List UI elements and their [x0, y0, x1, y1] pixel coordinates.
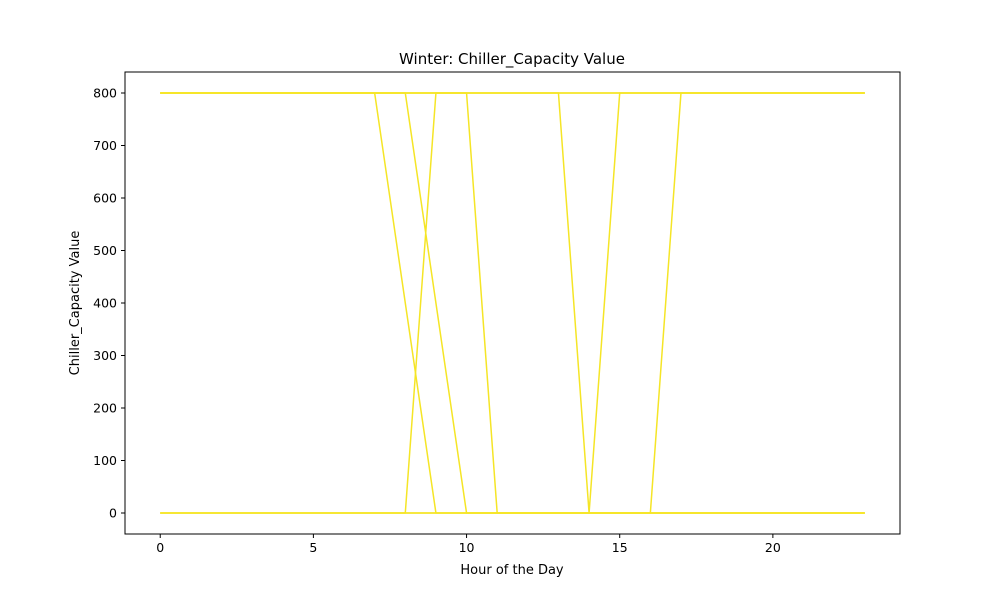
x-tick-label: 20: [765, 540, 781, 555]
y-axis-label: Chiller_Capacity Value: [68, 231, 83, 376]
x-axis-label: Hour of the Day: [460, 563, 564, 578]
y-tick-label: 0: [109, 506, 117, 521]
y-tick-label: 200: [93, 401, 117, 416]
axes-frame: [124, 71, 901, 535]
y-tick-label: 100: [93, 453, 117, 468]
y-axis: 0 100 200 300 400 500 600 700 800: [93, 86, 125, 521]
plot-area: [160, 92, 865, 514]
y-tick-label: 400: [93, 296, 117, 311]
y-tick-label: 500: [93, 243, 117, 258]
y-tick-label: 300: [93, 348, 117, 363]
x-axis: 0 5 10 15 20: [156, 534, 781, 555]
y-tick-label: 700: [93, 138, 117, 153]
x-tick-label: 10: [459, 540, 475, 555]
x-tick-label: 5: [309, 540, 317, 555]
y-tick-label: 800: [93, 86, 117, 101]
y-tick-label: 600: [93, 191, 117, 206]
chart-title: Winter: Chiller_Capacity Value: [399, 50, 625, 69]
x-tick-label: 15: [612, 540, 628, 555]
x-tick-label: 0: [156, 540, 164, 555]
